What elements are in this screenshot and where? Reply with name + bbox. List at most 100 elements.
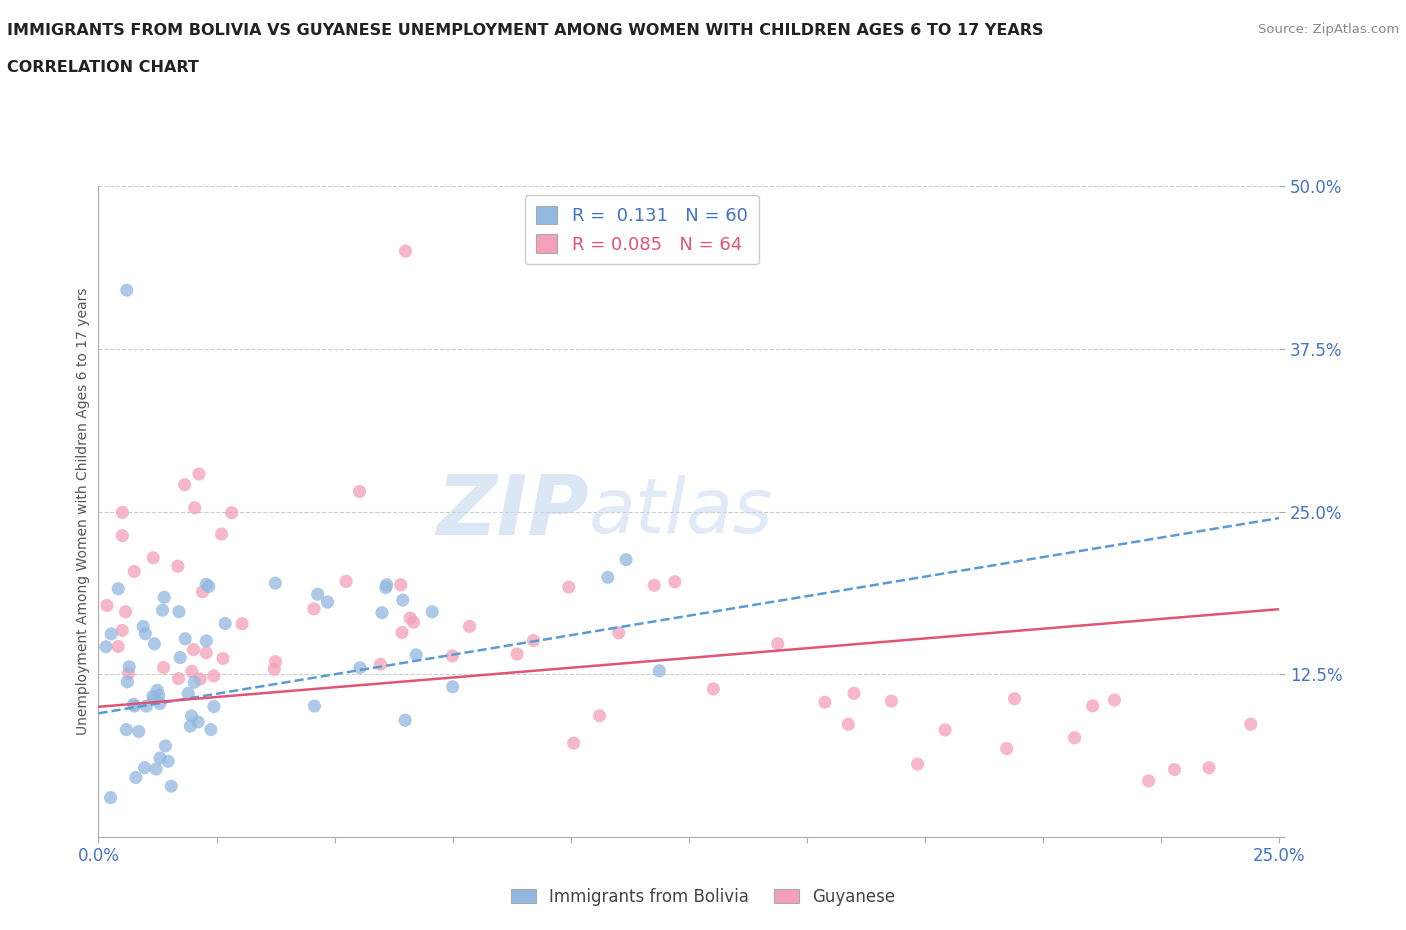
Point bbox=[191, 584, 214, 599]
Point bbox=[155, 738, 177, 753]
Point bbox=[188, 467, 211, 482]
Point bbox=[145, 762, 167, 777]
Point bbox=[195, 645, 218, 660]
Point bbox=[200, 722, 222, 737]
Point bbox=[335, 574, 357, 589]
Point bbox=[100, 790, 122, 805]
Point bbox=[167, 671, 190, 686]
Point bbox=[837, 717, 859, 732]
Point bbox=[180, 709, 202, 724]
Point bbox=[349, 484, 371, 498]
Point bbox=[167, 604, 190, 619]
Point bbox=[157, 754, 180, 769]
Point bbox=[264, 576, 287, 591]
Point bbox=[558, 579, 581, 594]
Point bbox=[391, 625, 413, 640]
Point bbox=[596, 570, 619, 585]
Point bbox=[111, 528, 134, 543]
Text: IMMIGRANTS FROM BOLIVIA VS GUYANESE UNEMPLOYMENT AMONG WOMEN WITH CHILDREN AGES : IMMIGRANTS FROM BOLIVIA VS GUYANESE UNEM… bbox=[7, 23, 1043, 38]
Point bbox=[195, 633, 218, 648]
Point bbox=[134, 760, 156, 775]
Text: Source: ZipAtlas.com: Source: ZipAtlas.com bbox=[1258, 23, 1399, 36]
Point bbox=[134, 626, 156, 641]
Point bbox=[394, 244, 416, 259]
Point bbox=[506, 646, 529, 661]
Point bbox=[302, 602, 325, 617]
Point bbox=[702, 682, 724, 697]
Point bbox=[231, 617, 253, 631]
Point bbox=[214, 616, 236, 631]
Point bbox=[142, 689, 165, 704]
Point bbox=[1137, 774, 1160, 789]
Point bbox=[221, 505, 243, 520]
Point bbox=[115, 283, 138, 298]
Point bbox=[177, 686, 200, 701]
Point bbox=[880, 694, 903, 709]
Point bbox=[664, 575, 686, 590]
Point bbox=[148, 688, 170, 703]
Point bbox=[187, 714, 209, 729]
Point bbox=[1081, 698, 1104, 713]
Point bbox=[1104, 693, 1126, 708]
Point bbox=[399, 611, 422, 626]
Point bbox=[94, 639, 117, 654]
Y-axis label: Unemployment Among Women with Children Ages 6 to 17 years: Unemployment Among Women with Children A… bbox=[76, 287, 90, 736]
Point bbox=[149, 697, 172, 711]
Point bbox=[370, 657, 392, 671]
Point bbox=[169, 650, 191, 665]
Point bbox=[183, 643, 205, 658]
Point bbox=[202, 669, 225, 684]
Point bbox=[96, 598, 118, 613]
Point bbox=[135, 698, 157, 713]
Point bbox=[118, 659, 141, 674]
Point bbox=[391, 592, 413, 607]
Point bbox=[562, 736, 585, 751]
Point bbox=[117, 666, 139, 681]
Point bbox=[180, 664, 202, 679]
Point bbox=[149, 751, 172, 765]
Point bbox=[152, 660, 174, 675]
Point bbox=[143, 636, 166, 651]
Point bbox=[122, 564, 145, 578]
Point bbox=[907, 757, 929, 772]
Point bbox=[375, 578, 398, 592]
Point bbox=[173, 477, 195, 492]
Point bbox=[128, 724, 150, 739]
Point bbox=[995, 741, 1018, 756]
Point bbox=[100, 627, 122, 642]
Point bbox=[107, 639, 129, 654]
Point bbox=[183, 675, 205, 690]
Legend: R =  0.131   N = 60, R = 0.085   N = 64: R = 0.131 N = 60, R = 0.085 N = 64 bbox=[524, 195, 758, 264]
Point bbox=[405, 647, 427, 662]
Point bbox=[195, 577, 218, 591]
Point bbox=[842, 686, 865, 701]
Point bbox=[202, 699, 225, 714]
Text: atlas: atlas bbox=[589, 474, 773, 549]
Point bbox=[307, 587, 329, 602]
Point bbox=[814, 695, 837, 710]
Point bbox=[1240, 717, 1263, 732]
Point bbox=[264, 654, 287, 669]
Point bbox=[304, 698, 326, 713]
Point bbox=[374, 580, 396, 595]
Point bbox=[122, 697, 145, 711]
Point bbox=[117, 674, 139, 689]
Point bbox=[184, 500, 207, 515]
Point bbox=[111, 505, 134, 520]
Text: CORRELATION CHART: CORRELATION CHART bbox=[7, 60, 198, 75]
Point bbox=[153, 590, 176, 604]
Point bbox=[420, 604, 443, 619]
Point bbox=[614, 552, 637, 567]
Point bbox=[146, 683, 169, 698]
Point bbox=[1004, 691, 1026, 706]
Point bbox=[349, 660, 371, 675]
Point bbox=[316, 594, 339, 609]
Point bbox=[389, 578, 412, 592]
Point bbox=[212, 651, 235, 666]
Point bbox=[648, 663, 671, 678]
Point bbox=[607, 625, 630, 640]
Point bbox=[179, 719, 201, 734]
Point bbox=[522, 633, 544, 648]
Point bbox=[152, 603, 174, 618]
Point bbox=[441, 648, 464, 663]
